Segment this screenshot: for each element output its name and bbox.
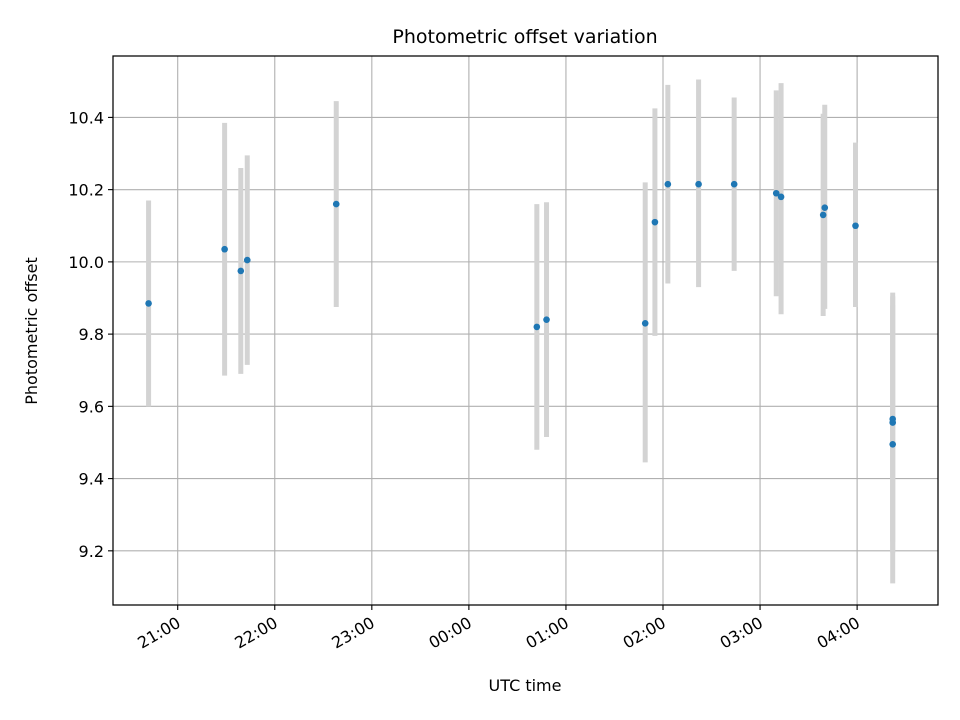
data-point xyxy=(889,440,897,448)
y-tick-label: 9.8 xyxy=(79,325,104,344)
data-point xyxy=(889,415,897,423)
y-tick-label: 9.6 xyxy=(79,397,104,416)
data-point xyxy=(730,180,738,188)
data-point xyxy=(821,204,829,211)
x-axis-label: UTC time xyxy=(489,676,562,695)
data-point xyxy=(772,189,780,197)
data-point xyxy=(332,200,340,208)
data-point xyxy=(641,319,649,327)
y-axis-ticks: 9.2 9.4 9.6 9.8 10.0 10.2 10.4 xyxy=(68,108,113,561)
data-point xyxy=(543,316,550,323)
data-point xyxy=(777,193,785,201)
data-points xyxy=(145,180,897,448)
y-tick-label: 9.2 xyxy=(79,542,104,561)
data-point xyxy=(237,267,245,275)
data-point xyxy=(533,323,541,331)
data-point xyxy=(695,180,702,188)
data-point xyxy=(221,245,228,253)
data-point xyxy=(651,218,659,226)
y-tick-label: 10.0 xyxy=(68,253,104,272)
y-tick-label: 9.4 xyxy=(79,470,104,489)
y-tick-label: 10.4 xyxy=(68,108,104,127)
data-point xyxy=(852,222,859,230)
plot-frame xyxy=(112,55,939,606)
data-point xyxy=(145,300,152,307)
y-tick-label: 10.2 xyxy=(68,181,104,200)
y-axis-label: Photometric offset xyxy=(22,257,41,405)
data-point xyxy=(243,256,251,264)
chart-title: Photometric offset variation xyxy=(392,26,657,48)
data-point xyxy=(819,211,827,219)
data-point xyxy=(664,180,672,188)
grid xyxy=(113,56,938,605)
